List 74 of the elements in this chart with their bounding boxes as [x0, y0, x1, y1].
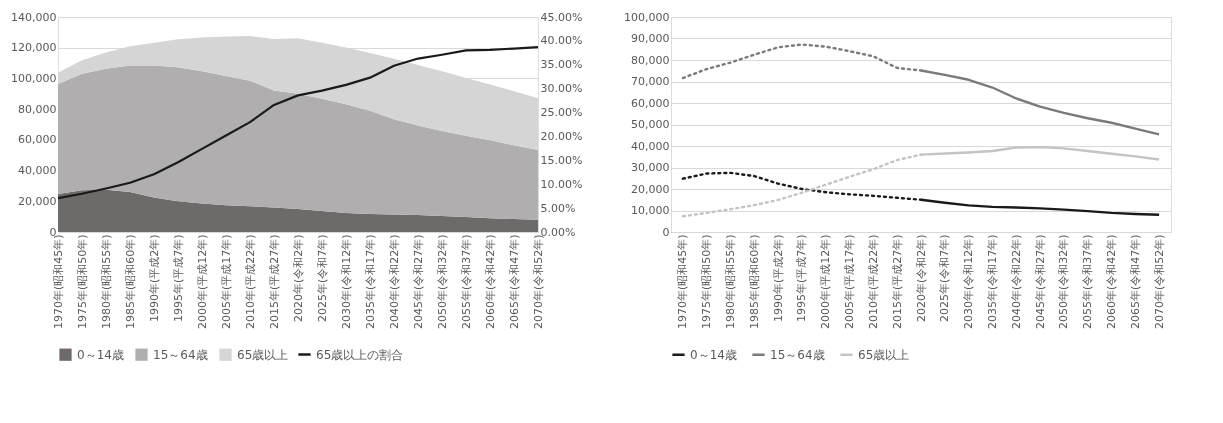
x-tick-label: 2065年(令和47年): [507, 234, 521, 330]
x-tick-label: 2025年(令和7年): [938, 234, 952, 323]
x-tick-label: 2050年(令和32年): [1057, 234, 1071, 330]
y-tick-label: 40,000: [631, 139, 670, 153]
legend-label: 15～64歳: [770, 347, 825, 362]
x-tick-label: 2040年(令和22年): [387, 234, 401, 330]
y-tick-label: 100,000: [624, 10, 670, 24]
legend-label: 65歳以上: [858, 347, 910, 362]
y-tick-label: 80,000: [18, 102, 57, 116]
x-tick-label: 2070年(令和52年): [1152, 234, 1166, 330]
x-tick-label: 2020年(令和2年): [291, 234, 305, 323]
x-tick-label: 2000年(平成12年): [195, 234, 209, 330]
y-tick-label: 20,000: [18, 194, 57, 208]
x-tick-label: 2065年(令和47年): [1128, 234, 1142, 330]
x-tick-label: 2005年(平成17年): [843, 234, 857, 330]
y-tick-label: 10,000: [631, 204, 670, 217]
x-tick-label: 2060年(令和42年): [483, 234, 497, 330]
y2-tick-label: 15.00%: [540, 153, 583, 167]
x-tick-label: 2005年(平成17年): [219, 234, 233, 330]
y2-tick-label: 10.00%: [540, 177, 583, 191]
y-tick-label: 100,000: [11, 71, 57, 85]
x-tick-label: 2030年(令和12年): [339, 234, 353, 330]
y2-tick-label: 45.00%: [540, 10, 583, 24]
x-tick-label: 2035年(令和17年): [363, 234, 377, 330]
x-tick-label: 1990年(平成2年): [771, 234, 785, 323]
x-tick-label: 1995年(平成7年): [795, 234, 809, 323]
x-tick-label: 2050年(令和32年): [435, 234, 449, 330]
x-tick-label: 2055年(令和37年): [1081, 234, 1095, 330]
y-tick-label: 140,000: [11, 10, 57, 24]
legend-label: 0～14歳: [77, 347, 124, 362]
x-tick-label: 2000年(平成12年): [819, 234, 833, 330]
x-tick-label: 1995年(平成7年): [171, 234, 185, 323]
x-tick-label: 2010年(平成22年): [866, 234, 880, 330]
y2-tick-label: 25.00%: [540, 106, 583, 120]
legend-label: 15～64歳: [153, 347, 208, 362]
x-tick-label: 2045年(令和27年): [1033, 234, 1047, 330]
x-tick-label: 2045年(令和27年): [411, 234, 425, 330]
y-tick-label: 60,000: [631, 96, 670, 110]
x-tick-label: 2040年(令和22年): [1009, 234, 1023, 330]
x-tick-label: 2055年(令和37年): [459, 234, 473, 330]
x-tick-label: 2030年(令和12年): [962, 234, 976, 330]
y-tick-label: 80,000: [631, 53, 670, 67]
x-tick-label: 2015年(平成27年): [267, 234, 281, 330]
x-tick-label: 1970年(昭和45年): [676, 234, 690, 330]
y-tick-label: 60,000: [18, 133, 57, 147]
x-tick-label: 2060年(令和42年): [1104, 234, 1118, 330]
x-tick-label: 1975年(昭和50年): [700, 234, 714, 330]
x-tick-label: 2025年(令和7年): [315, 234, 329, 323]
x-tick-label: 1980年(昭和55年): [99, 234, 113, 330]
y-tick-label: 0: [662, 225, 670, 239]
y2-tick-label: 40.00%: [540, 34, 583, 48]
y-tick-label: 70,000: [631, 75, 670, 88]
x-tick-label: 1985年(昭和60年): [123, 234, 137, 330]
legend-label: 0～14歳: [690, 347, 737, 362]
y2-tick-label: 5.00%: [540, 201, 576, 215]
x-tick-label: 1985年(昭和60年): [747, 234, 761, 330]
x-tick-label: 1975年(昭和50年): [75, 234, 89, 330]
y2-tick-label: 35.00%: [540, 58, 583, 72]
legend-label: 65歳以上: [237, 347, 289, 362]
x-tick-label: 2015年(平成27年): [890, 234, 904, 330]
x-tick-label: 1980年(昭和55年): [724, 234, 738, 330]
x-tick-label: 1990年(平成2年): [147, 234, 161, 323]
x-tick-label: 2010年(平成22年): [243, 234, 257, 330]
y-tick-label: 50,000: [631, 118, 670, 131]
legend-label: 65歳以上の割合: [316, 347, 404, 362]
y-tick-label: 40,000: [18, 164, 57, 178]
y-tick-label: 20,000: [631, 182, 670, 196]
y2-tick-label: 20.00%: [540, 129, 583, 143]
y-tick-label: 30,000: [631, 161, 670, 174]
x-tick-label: 2035年(令和17年): [985, 234, 999, 330]
y-tick-label: 90,000: [631, 32, 670, 45]
y2-tick-label: 30.00%: [540, 82, 583, 96]
x-tick-label: 2020年(令和2年): [914, 234, 928, 323]
y-tick-label: 120,000: [11, 41, 57, 55]
